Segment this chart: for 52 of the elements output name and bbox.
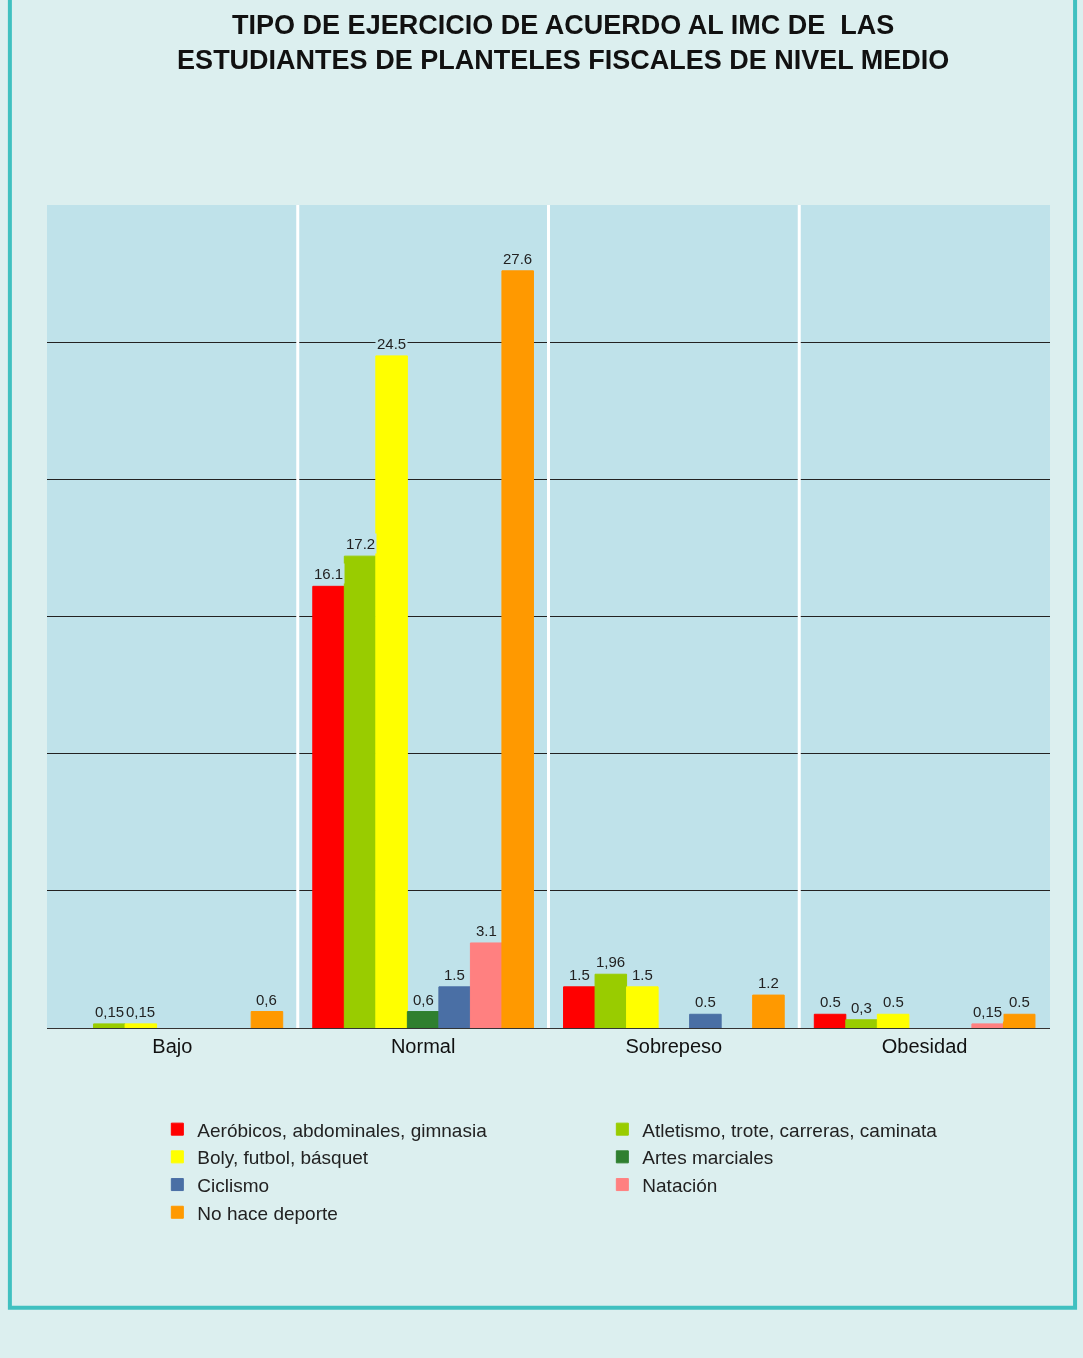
data-label: 27.6 xyxy=(503,250,533,267)
bar xyxy=(93,1023,126,1028)
legend-label: Ciclismo xyxy=(197,1174,270,1196)
data-label: 0.5 xyxy=(883,993,904,1010)
bar xyxy=(438,986,471,1028)
bar xyxy=(594,973,628,1028)
bar xyxy=(375,355,408,1028)
bar xyxy=(312,585,345,1028)
x-tick-label: Obesidad xyxy=(881,1035,968,1057)
data-label: 16.1 xyxy=(314,565,344,582)
bar xyxy=(469,942,503,1028)
data-label: 0,15 xyxy=(973,1003,1003,1020)
bar xyxy=(250,1011,284,1028)
x-tick-label: Bajo xyxy=(152,1035,193,1057)
legend-label: Atletismo, trote, carreras, caminata xyxy=(642,1119,938,1141)
legend-label: Aeróbicos, abdominales, gimnasia xyxy=(197,1119,488,1141)
data-label: 1,96 xyxy=(596,953,626,970)
bar xyxy=(689,1013,722,1028)
data-label: 24.5 xyxy=(377,335,407,352)
data-label: 3.1 xyxy=(476,922,497,939)
bar xyxy=(845,1019,878,1028)
data-label: 0,6 xyxy=(413,991,434,1008)
x-tick-label: Sobrepeso xyxy=(625,1035,723,1057)
bar xyxy=(406,1011,440,1028)
data-label: 17.2 xyxy=(346,535,376,552)
data-label: 0.5 xyxy=(695,993,716,1010)
bar xyxy=(752,994,785,1028)
bar xyxy=(813,1013,847,1028)
bar xyxy=(343,555,377,1028)
legend-label: Natación xyxy=(642,1174,718,1196)
bar xyxy=(1002,1013,1036,1028)
data-label: 0,15 xyxy=(126,1003,156,1020)
bar xyxy=(626,986,659,1028)
bar xyxy=(124,1023,158,1028)
x-tick-label: Normal xyxy=(390,1035,456,1057)
legend-label: No hace deporte xyxy=(197,1202,338,1224)
legend-label: Artes marciales xyxy=(642,1147,774,1169)
chart-title: TIPO DE EJERCICIO DE ACUERDO AL IMC DE LAS ESTUDIANTES DE PLANTELES FISCALES DE NIVEL MEDIO xyxy=(177,9,950,76)
bar xyxy=(563,986,596,1028)
bar xyxy=(876,1013,910,1028)
data-label: 1.2 xyxy=(758,974,779,991)
data-label: 0,6 xyxy=(256,991,277,1008)
bar xyxy=(501,270,534,1028)
data-label: 0,3 xyxy=(851,999,872,1016)
legend-label: Boly, futbol, básquet xyxy=(197,1147,369,1169)
data-label: 1.5 xyxy=(569,966,590,983)
bar xyxy=(971,1023,1004,1028)
data-label: 0.5 xyxy=(820,993,841,1010)
data-label: 0.5 xyxy=(1009,993,1030,1010)
data-label: 1.5 xyxy=(444,966,465,983)
data-label: 0,15 xyxy=(95,1003,125,1020)
data-label: 1.5 xyxy=(632,966,653,983)
